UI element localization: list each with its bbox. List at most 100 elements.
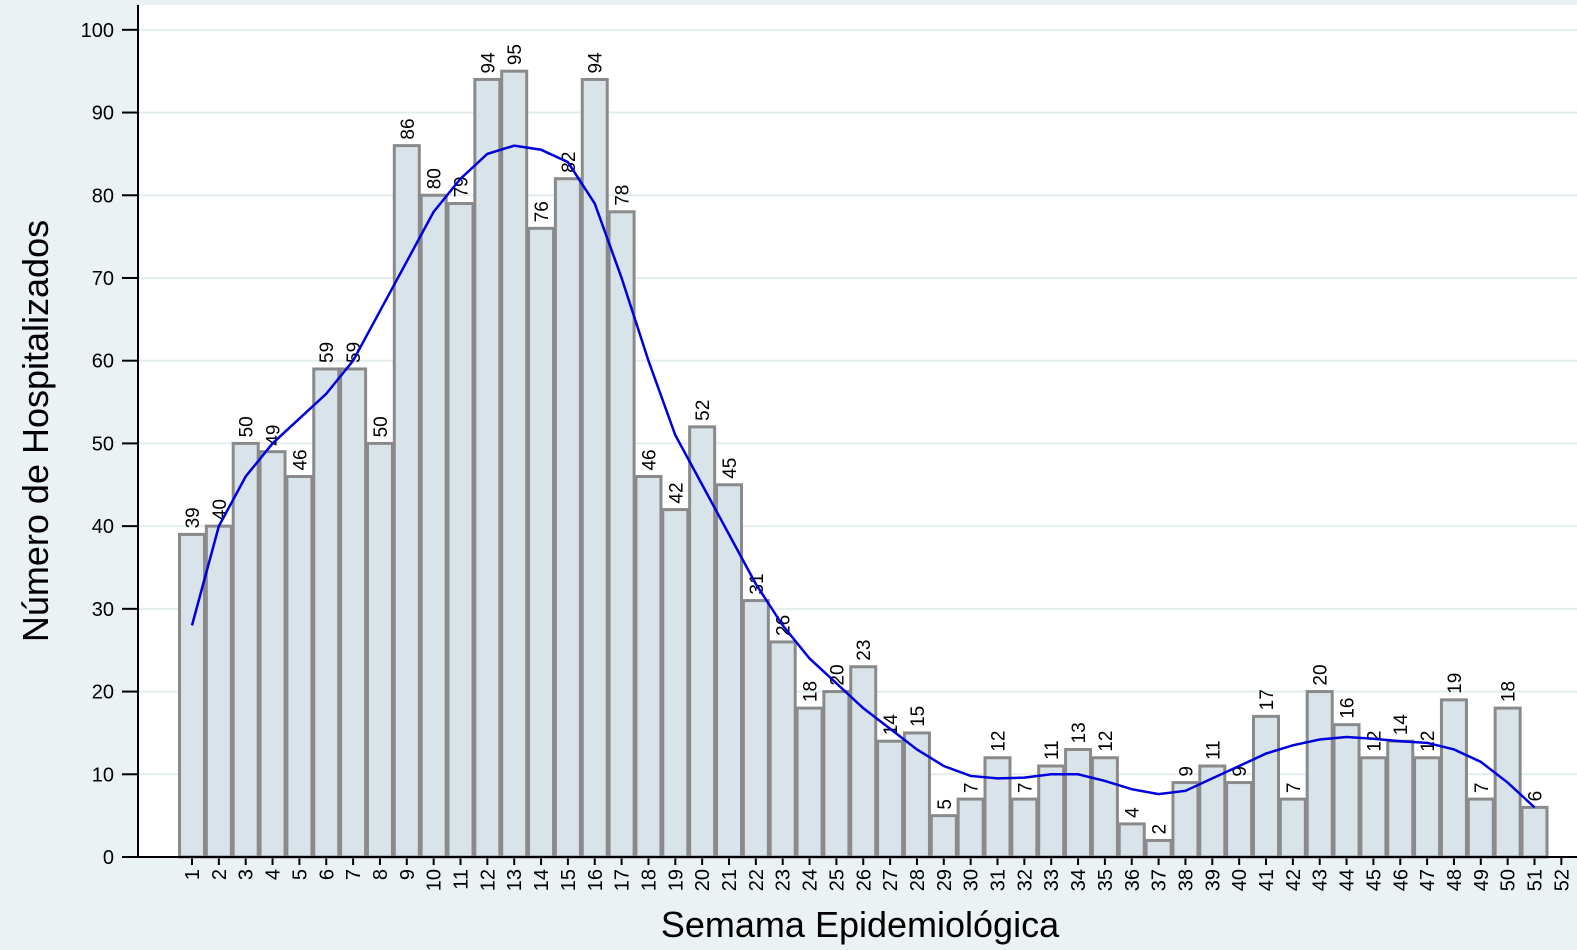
x-tick-label: 4 xyxy=(263,869,285,880)
x-tick-label: 32 xyxy=(1014,869,1036,891)
data-label: 7 xyxy=(1015,783,1036,794)
data-label: 39 xyxy=(183,507,204,528)
data-label: 95 xyxy=(505,44,526,65)
x-tick-label: 43 xyxy=(1310,869,1332,891)
x-tick-label: 46 xyxy=(1390,869,1412,891)
x-tick-label: 40 xyxy=(1229,869,1251,891)
bar xyxy=(876,739,905,859)
x-tick-label: 13 xyxy=(504,869,526,891)
x-tick-label: 44 xyxy=(1337,869,1359,891)
data-label: 11 xyxy=(1042,740,1063,760)
data-label: 19 xyxy=(1445,673,1466,694)
x-tick-label: 6 xyxy=(316,869,338,880)
bar xyxy=(1198,764,1227,859)
data-label: 50 xyxy=(237,416,258,437)
x-tick-label: 5 xyxy=(289,869,311,880)
y-axis-title: Número de Hospitalizados xyxy=(15,220,56,642)
data-label: 82 xyxy=(559,152,580,173)
x-tick-label: 30 xyxy=(961,869,983,891)
data-label: 16 xyxy=(1338,698,1359,719)
x-tick-label: 31 xyxy=(988,869,1010,891)
data-label: 52 xyxy=(693,400,714,421)
data-label: 6 xyxy=(1526,791,1547,802)
x-tick-label: 15 xyxy=(558,869,580,891)
x-tick-label: 52 xyxy=(1551,869,1573,891)
bar xyxy=(822,690,851,859)
x-tick-label: 28 xyxy=(907,869,929,891)
data-label: 5 xyxy=(935,799,956,810)
data-label: 11 xyxy=(1203,740,1224,760)
bar xyxy=(902,731,931,859)
bar xyxy=(1413,756,1442,859)
x-tick-label: 35 xyxy=(1095,869,1117,891)
data-label: 20 xyxy=(1311,664,1332,685)
x-tick-label: 7 xyxy=(343,869,365,880)
x-tick-label: 10 xyxy=(424,869,446,891)
y-tick-label: 30 xyxy=(92,599,114,621)
bar xyxy=(1386,739,1415,859)
bar xyxy=(768,640,797,859)
x-tick-label: 22 xyxy=(746,869,768,891)
x-tick-label: 50 xyxy=(1498,869,1520,891)
x-tick-label: 33 xyxy=(1041,869,1063,891)
bar xyxy=(1252,714,1280,859)
x-tick-label: 11 xyxy=(451,869,473,890)
data-label: 7 xyxy=(1284,783,1305,794)
bar xyxy=(983,756,1012,859)
bar xyxy=(1520,805,1549,859)
x-tick-label: 14 xyxy=(531,869,553,891)
data-label: 14 xyxy=(881,714,902,736)
data-label: 4 xyxy=(1123,807,1144,818)
x-tick-label: 16 xyxy=(585,869,607,891)
x-tick-label: 12 xyxy=(477,869,499,891)
bar xyxy=(1332,723,1361,859)
x-tick-label: 9 xyxy=(397,869,419,880)
data-label: 86 xyxy=(398,118,419,139)
y-tick-label: 90 xyxy=(92,103,114,125)
bar xyxy=(1439,698,1468,859)
bar xyxy=(1064,747,1093,859)
x-tick-label: 2 xyxy=(209,869,231,880)
data-label: 12 xyxy=(1418,731,1439,752)
bar xyxy=(1117,822,1146,859)
x-tick-label: 36 xyxy=(1122,869,1144,891)
x-tick-label: 45 xyxy=(1363,869,1385,891)
bar xyxy=(1144,838,1173,859)
x-tick-label: 21 xyxy=(719,869,741,891)
x-tick-label: 20 xyxy=(692,869,714,891)
data-label: 80 xyxy=(425,168,446,189)
bar xyxy=(661,508,690,859)
bar xyxy=(527,226,556,859)
data-label: 14 xyxy=(1391,714,1412,736)
x-tick-label: 48 xyxy=(1444,869,1466,891)
data-label: 2 xyxy=(1150,824,1171,835)
data-label: 18 xyxy=(1499,681,1520,702)
bar xyxy=(1466,797,1495,859)
bar xyxy=(312,367,341,859)
data-label: 42 xyxy=(666,482,687,503)
data-label: 13 xyxy=(1069,722,1090,743)
bar xyxy=(715,483,743,859)
bar xyxy=(258,450,287,859)
data-label: 31 xyxy=(747,573,768,594)
bar xyxy=(1225,781,1254,859)
x-tick-label: 19 xyxy=(665,869,687,891)
bar xyxy=(231,441,260,859)
bar xyxy=(473,77,502,859)
data-label: 45 xyxy=(720,458,741,479)
y-tick-label: 20 xyxy=(92,682,114,704)
x-tick-label: 49 xyxy=(1471,869,1493,891)
data-label: 15 xyxy=(908,706,929,727)
x-tick-label: 24 xyxy=(800,869,822,891)
y-tick-label: 80 xyxy=(92,185,114,207)
y-tick-label: 50 xyxy=(92,433,114,455)
bar xyxy=(178,532,206,859)
bar xyxy=(1037,764,1066,859)
data-label: 20 xyxy=(827,664,848,685)
data-label: 76 xyxy=(532,201,553,222)
x-tick-label: 23 xyxy=(773,869,795,891)
data-label: 12 xyxy=(989,731,1010,752)
bar xyxy=(580,77,609,859)
data-label: 23 xyxy=(854,640,875,661)
x-tick-label: 41 xyxy=(1256,869,1278,891)
